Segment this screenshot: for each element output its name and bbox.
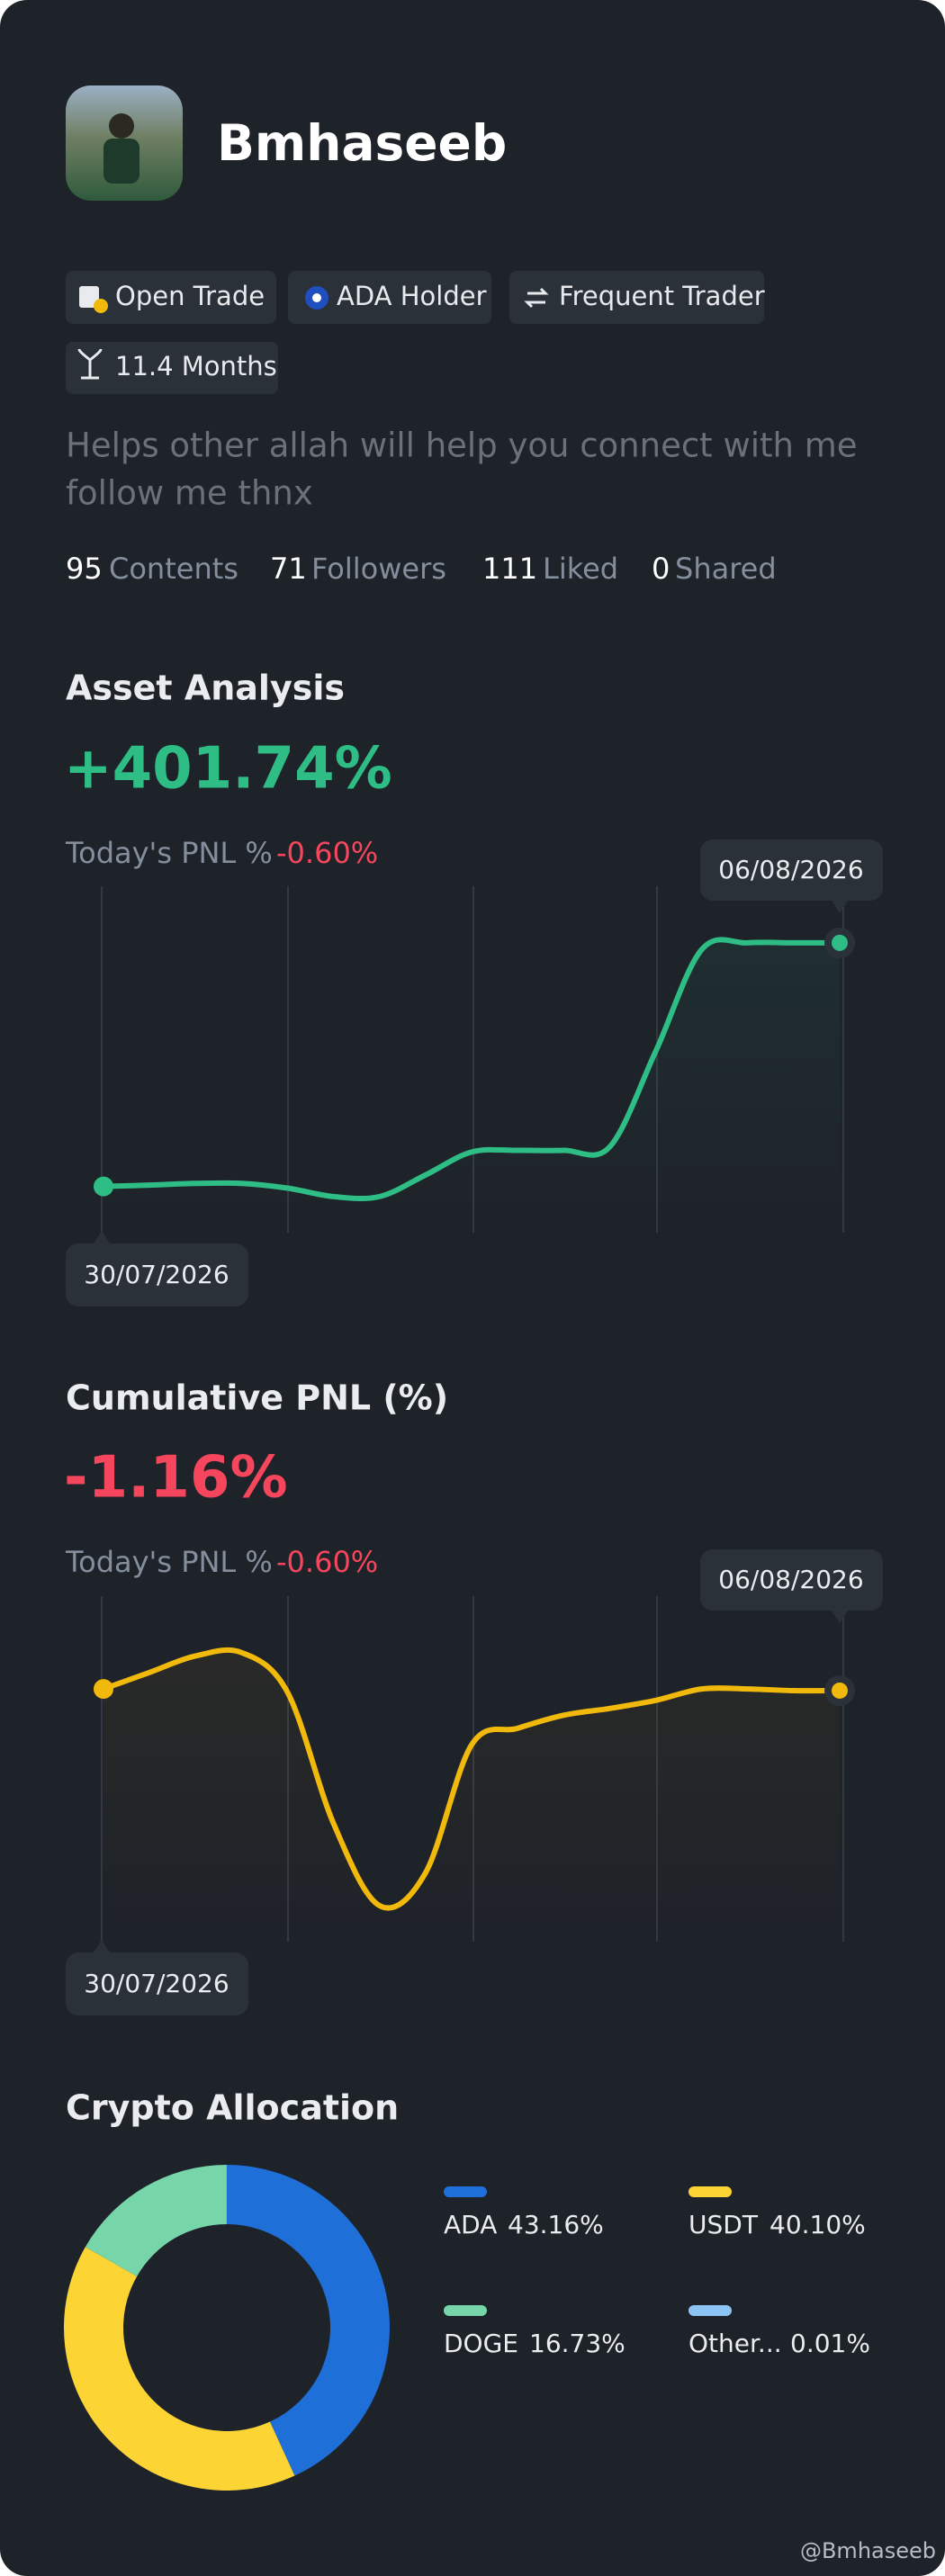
donut-slice	[63, 2247, 295, 2491]
stat-value: 0	[652, 552, 670, 586]
tooltip	[66, 1952, 248, 2015]
stat-value: 111	[482, 552, 537, 586]
tooltip-pointer	[94, 1940, 110, 1952]
legend-swatch	[688, 2186, 732, 2197]
line-area	[104, 1649, 840, 1942]
line	[101, 1647, 842, 1911]
badge-text: Frequent Trader	[559, 281, 765, 311]
legend-label: Other...	[688, 2329, 782, 2358]
tooltip-pointer	[94, 1231, 110, 1243]
badge-icon	[94, 299, 108, 313]
today-pnl-value: -0.60%	[276, 836, 378, 870]
tooltip-pointer	[832, 901, 848, 913]
start-point	[94, 1176, 113, 1197]
pnl-change: -1.16%	[64, 1445, 288, 1512]
section-title: Asset Analysis	[66, 669, 345, 708]
username: Bmhaseeb	[217, 114, 507, 172]
bio: follow me thnx	[66, 474, 313, 513]
avatar-figure	[109, 113, 134, 139]
badge-icon	[77, 348, 103, 380]
today-pnl-label: Today's PNL %	[65, 836, 273, 870]
badge[interactable]	[288, 271, 491, 324]
badge-icon	[79, 286, 99, 308]
tooltip-text: 06/08/2026	[718, 855, 863, 884]
badge[interactable]	[66, 271, 276, 324]
badge-text: 11.4 Months	[115, 351, 277, 381]
line	[101, 937, 842, 1202]
start-point	[94, 1679, 113, 1700]
end-point	[832, 1682, 848, 1699]
badge[interactable]	[66, 342, 278, 394]
today-pnl-label: Today's PNL %	[65, 1545, 273, 1579]
tooltip-text: 06/08/2026	[718, 1565, 863, 1594]
badge-icon	[524, 287, 549, 309]
donut-slice	[85, 2165, 227, 2276]
legend-value: 16.73%	[529, 2329, 626, 2358]
donut-slice	[227, 2165, 390, 2476]
stat-label[interactable]: Followers	[311, 552, 446, 586]
legend-label: ADA	[444, 2210, 497, 2239]
badge[interactable]	[509, 271, 764, 324]
badge-icon	[312, 293, 321, 302]
tooltip-text: 30/07/2026	[84, 1969, 229, 1998]
stat-label[interactable]: Shared	[675, 552, 777, 586]
legend-label: DOGE	[444, 2329, 518, 2358]
section-title: Cumulative PNL (%)	[66, 1378, 448, 1418]
legend-swatch	[688, 2305, 732, 2316]
tooltip	[66, 1243, 248, 1306]
tooltip-text: 30/07/2026	[84, 1260, 229, 1289]
stat-label[interactable]: Liked	[543, 552, 618, 586]
tooltip	[700, 839, 883, 901]
stat-value: 71	[270, 552, 307, 586]
legend-value: 43.16%	[508, 2210, 604, 2239]
stat-label[interactable]: Contents	[109, 552, 238, 586]
legend-swatch	[444, 2305, 487, 2316]
badge-text: ADA Holder	[337, 281, 487, 311]
legend-label: USDT	[688, 2210, 759, 2239]
tooltip	[700, 1549, 883, 1611]
section-title: Crypto Allocation	[66, 2088, 399, 2128]
legend-value: 40.10%	[770, 2210, 866, 2239]
asset-change: +401.74%	[64, 736, 392, 803]
stat-value: 95	[66, 552, 103, 586]
legend-swatch	[444, 2186, 487, 2197]
badge-text: Open Trade	[115, 281, 265, 311]
line-area	[104, 939, 840, 1233]
watermark: @Bmhaseeb	[800, 2538, 936, 2563]
legend-value: 0.01%	[790, 2329, 870, 2358]
bio: Helps other allah will help you connect …	[66, 426, 858, 465]
tooltip-pointer	[832, 1611, 848, 1623]
avatar-figure	[104, 139, 140, 184]
end-point	[832, 934, 848, 951]
today-pnl-value: -0.60%	[276, 1545, 378, 1579]
